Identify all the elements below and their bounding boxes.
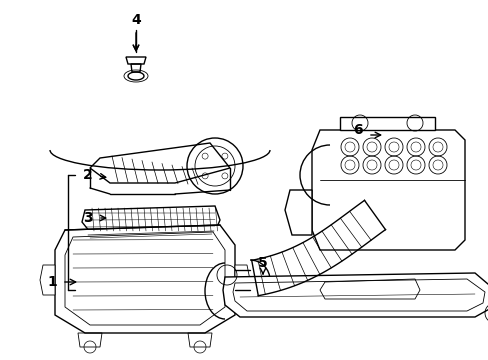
- Text: 3: 3: [83, 211, 93, 225]
- Polygon shape: [55, 225, 235, 333]
- Text: 4: 4: [131, 13, 141, 27]
- Polygon shape: [82, 206, 220, 232]
- Polygon shape: [40, 265, 55, 295]
- Polygon shape: [223, 273, 488, 317]
- Text: 1: 1: [47, 275, 57, 289]
- Text: 2: 2: [83, 168, 93, 182]
- Text: 6: 6: [352, 123, 362, 137]
- Polygon shape: [285, 190, 311, 235]
- Polygon shape: [90, 143, 229, 183]
- Polygon shape: [235, 265, 249, 295]
- Polygon shape: [311, 130, 464, 250]
- Text: 5: 5: [258, 256, 267, 270]
- Polygon shape: [339, 117, 434, 130]
